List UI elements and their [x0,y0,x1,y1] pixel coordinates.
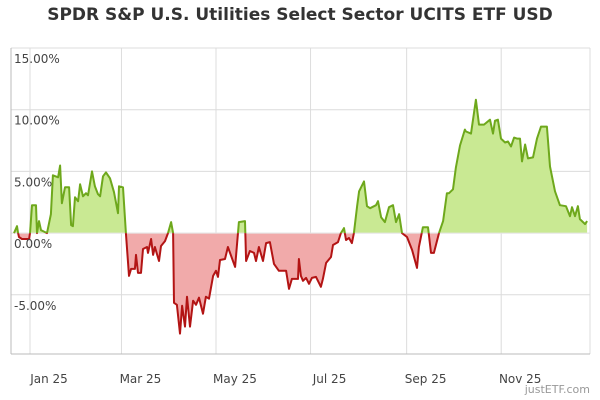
negative-area [14,233,588,334]
y-tick-label: 10.00% [14,114,60,128]
chart-title: SPDR S&P U.S. Utilities Select Sector UC… [47,5,553,25]
x-tick-label: Mar 25 [120,372,162,386]
x-tick-label: Jul 25 [312,372,347,386]
watermark: justETF.com [524,383,590,396]
y-tick-label: 0.00% [14,237,52,251]
x-tick-label: May 25 [213,372,257,386]
positive-series-line [13,98,588,234]
y-tick-label: -5.00% [14,299,56,313]
positive-area [14,99,588,234]
x-tick-label: Sep 25 [405,372,447,386]
negative-series-line [13,233,441,335]
x-tick-label: Jan 25 [29,372,68,386]
x-tick-label: Nov 25 [499,372,542,386]
y-tick-label: 5.00% [14,175,52,189]
y-tick-label: 15.00% [14,52,60,66]
